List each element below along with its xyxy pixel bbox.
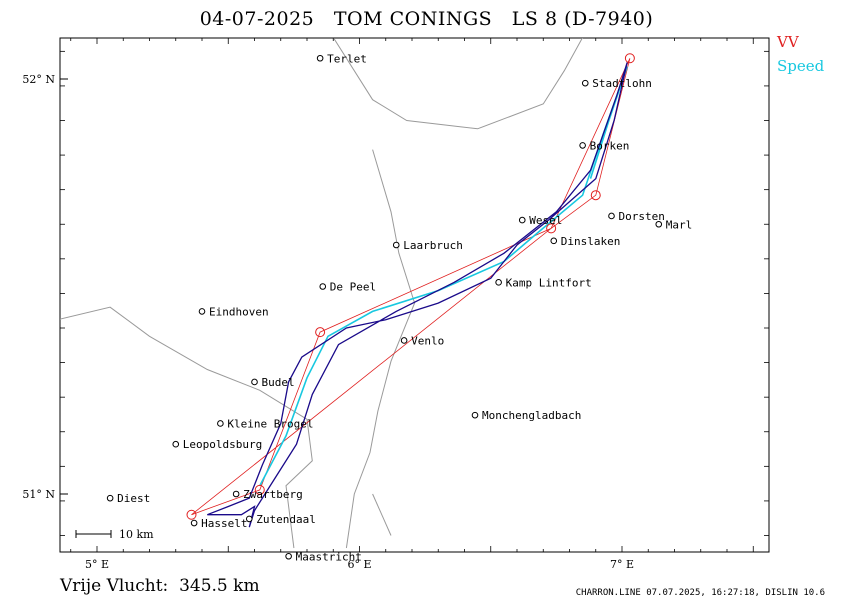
city-label: Terlet — [327, 52, 367, 65]
city-label: Leopoldsburg — [183, 438, 262, 451]
city-label: Dorsten — [619, 210, 665, 223]
city-marker — [217, 420, 224, 427]
x-tick-label: 7° E — [610, 558, 634, 571]
axis-ticks: 5° E 6° E 7° E 52° N 51° N — [22, 38, 769, 571]
city-marker — [550, 237, 558, 245]
city-marker — [608, 212, 615, 220]
x-tick-label: 5° E — [85, 558, 109, 571]
city-label: Diest — [117, 492, 150, 505]
city-marker — [518, 216, 526, 224]
city-label: De Peel — [330, 281, 376, 294]
turnpoint-marker — [546, 223, 557, 234]
city-marker — [285, 552, 292, 560]
turnpoint-marker — [186, 509, 197, 520]
city-label: Maastricht — [296, 550, 362, 563]
city-marker — [232, 490, 240, 498]
y-tick-label: 52° N — [22, 73, 55, 86]
city-label: Stadtlohn — [592, 77, 652, 90]
city-label: Borken — [590, 139, 630, 152]
free-flight-distance: Vrije Vlucht: 345.5 km — [60, 576, 260, 596]
city-label: Wesel — [529, 214, 562, 227]
country-borders — [60, 38, 583, 549]
city-label: Zwartberg — [243, 488, 303, 501]
legend-vv-label: VV — [777, 33, 799, 51]
software-credit: CHARRON.LINE 07.07.2025, 16:27:18, DISLI… — [575, 588, 825, 598]
city-marker — [198, 308, 206, 315]
border-line-3 — [372, 493, 392, 536]
turnpoint-marker — [590, 190, 601, 201]
task-route-line — [191, 58, 631, 516]
task-route — [191, 58, 631, 516]
city-label: Budel — [262, 376, 295, 389]
city-marker — [579, 142, 586, 149]
city-marker — [190, 519, 198, 527]
city-marker — [316, 54, 324, 62]
flight-track-line — [207, 62, 628, 528]
city-marker — [172, 440, 180, 448]
border-line-1 — [345, 149, 416, 549]
city-label: Laarbruch — [403, 239, 463, 252]
city-label: Kamp Lintfort — [506, 276, 592, 289]
city-label: Zutendaal — [256, 513, 316, 526]
border-line-0 — [333, 38, 583, 130]
legend-speed-label: Speed — [777, 57, 825, 75]
chart-title: 04-07-2025 TOM CONINGS LS 8 (D-7940) — [199, 8, 654, 30]
turnpoint-marker — [624, 53, 635, 64]
city-label: Monchengladbach — [482, 409, 581, 422]
turnpoints — [186, 53, 635, 520]
city-label: Venlo — [411, 334, 444, 347]
city-marker — [319, 283, 327, 290]
city-label: Dinslaken — [561, 235, 621, 248]
flight-track — [207, 62, 628, 528]
border-line-2 — [60, 306, 313, 549]
city-label: Marl — [666, 218, 693, 231]
city-marker — [495, 279, 502, 286]
y-tick-label: 51° N — [22, 488, 55, 501]
city-marker — [106, 494, 114, 502]
city-marker — [392, 241, 400, 249]
city-label: Hasselt — [201, 517, 247, 530]
scale-bar: 10 km — [75, 528, 154, 541]
city-marker — [400, 337, 408, 344]
city-label: Eindhoven — [209, 305, 269, 318]
city-marker — [251, 378, 258, 386]
scale-bar-label: 10 km — [119, 528, 154, 541]
x-tick-label: 6° E — [347, 558, 371, 571]
city-marker — [471, 411, 479, 419]
city-label: Kleine Brogel — [227, 417, 313, 430]
map-frame — [59, 37, 770, 553]
turnpoint-marker — [254, 484, 265, 495]
city-marker — [655, 220, 663, 228]
city-marker — [581, 79, 589, 87]
turnpoint-marker — [315, 327, 326, 338]
city-marker — [245, 515, 253, 523]
